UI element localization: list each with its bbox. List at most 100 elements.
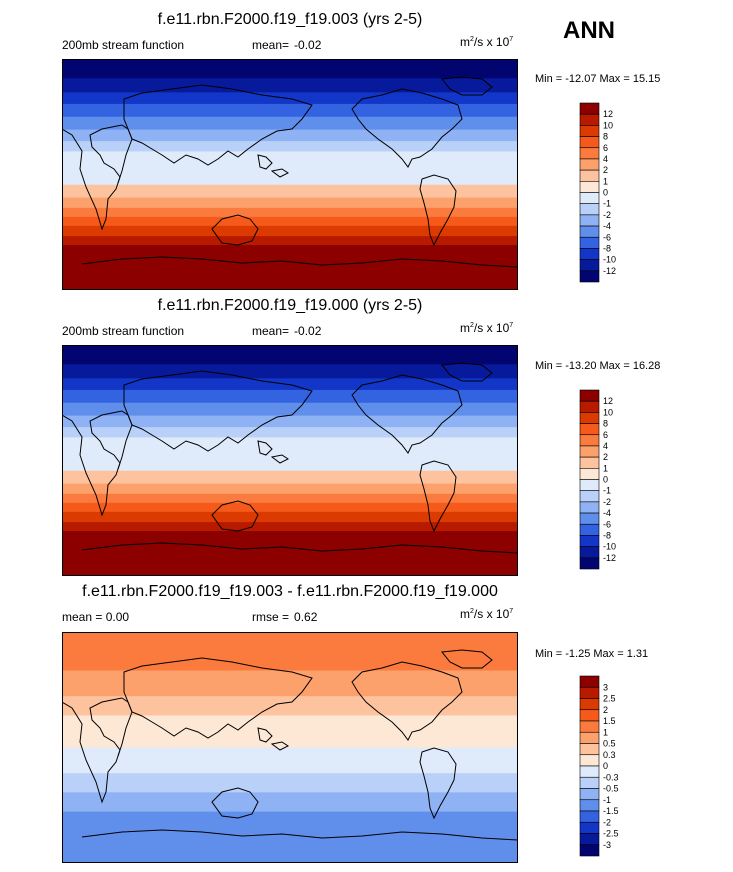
colorbar-tick-label: 8 [603, 419, 608, 429]
panel-stat-label: mean= [252, 324, 290, 338]
lat-band [62, 141, 518, 152]
coastlines [62, 76, 518, 268]
colorbar: 12 10 8 6 4 2 1 0 -1 -2 -4 -6 -8 -10 -12 [579, 389, 616, 570]
lat-band [62, 811, 518, 863]
colorbar-swatch [579, 490, 600, 503]
season-label: ANN [563, 17, 615, 44]
lat-band [62, 151, 518, 169]
colorbar-tick-label: 0.5 [603, 739, 616, 749]
colorbar-swatch [579, 456, 600, 469]
panel-units: m2/s x 107 [460, 321, 513, 335]
colorbar-swatch [579, 479, 600, 491]
lat-band [62, 345, 518, 365]
colorbar-swatch [579, 512, 600, 525]
map-frame [62, 59, 518, 290]
units-part: 7 [509, 36, 514, 43]
lat-band [62, 773, 518, 793]
lat-band [62, 511, 518, 523]
colorbar-swatch [579, 158, 600, 171]
colorbar-tick-label: -2 [603, 497, 611, 507]
colorbar-tick-label: 1 [603, 176, 608, 186]
colorbar-tick-label: 1 [603, 463, 608, 473]
lat-band [62, 168, 518, 186]
panel-minmax: Min = -12.07 Max = 15.15 [535, 73, 661, 85]
colorbar-tick-label: -1 [603, 795, 611, 805]
colorbar-swatch [579, 765, 600, 778]
colorbar-tick-label: -10 [603, 255, 616, 265]
coastline-path [123, 657, 313, 739]
panel-stat: mean= -0.02 [252, 38, 321, 52]
colorbar-swatch [579, 720, 600, 733]
lat-band [62, 415, 518, 428]
colorbar-tick-label: -10 [603, 542, 616, 552]
colorbar-swatch [579, 248, 600, 260]
lat-band [62, 502, 518, 513]
colorbar-swatch [579, 203, 600, 216]
colorbar-swatch [579, 434, 600, 447]
panel-title: f.e11.rbn.F2000.f19_f19.000 (yrs 2-5) [157, 297, 423, 314]
panel-stat-value: 0.62 [294, 610, 318, 624]
colorbar-swatch [579, 743, 600, 756]
colorbar-tick-label: 10 [603, 407, 613, 417]
lat-band [62, 216, 518, 227]
units-part: m [460, 607, 470, 621]
colorbar-tick-label: -8 [603, 243, 611, 253]
coastline-path [211, 500, 259, 532]
colorbar-swatch [579, 833, 600, 846]
coastline-path [81, 829, 518, 841]
colorbar-swatch [579, 788, 600, 801]
units-part: m [460, 35, 470, 49]
colorbar-tick-label: 8 [603, 132, 608, 142]
lat-band [62, 493, 518, 504]
coastline-path [257, 727, 273, 743]
coastline-path [211, 214, 259, 246]
lat-band [62, 78, 518, 93]
coastline-path [270, 454, 289, 464]
colorbar-swatch [579, 731, 600, 744]
colorbar-tick-label: -4 [603, 508, 611, 518]
colorbar-tick-label: -8 [603, 530, 611, 540]
panel-stat: rmse = 0.62 [252, 610, 317, 624]
colorbar-tick-label: -0.3 [603, 772, 619, 782]
colorbar-tick-label: -4 [603, 221, 611, 231]
coastline-path [351, 88, 463, 168]
units-part: 2 [470, 608, 474, 615]
units-part: 7 [509, 322, 514, 329]
colorbar-swatch [579, 102, 600, 115]
colorbar-swatch [579, 776, 600, 789]
colorbar-swatch [579, 169, 600, 182]
lat-band [62, 225, 518, 237]
colorbar-swatch [579, 259, 600, 272]
colorbar-tick-label: 6 [603, 143, 608, 153]
colorbar-tick-label: -3 [603, 840, 611, 850]
coastline-path [351, 661, 463, 741]
colorbar-swatch [579, 799, 600, 812]
colorbar-tick-label: -1 [603, 486, 611, 496]
colorbar-swatch [579, 468, 600, 480]
colorbar-swatch [579, 709, 600, 722]
map-frame [62, 345, 518, 576]
lat-band [62, 747, 518, 774]
colorbar-tick-label: 12 [603, 396, 613, 406]
coastline-path [117, 410, 133, 470]
colorbar-tick-label: -6 [603, 519, 611, 529]
panel-stat: mean= -0.02 [252, 324, 321, 338]
colorbar-tick-label: -1.5 [603, 806, 619, 816]
colorbar-tick-label: 3 [603, 682, 608, 692]
colorbar-tick-label: 1.5 [603, 716, 616, 726]
lat-band [62, 437, 518, 455]
colorbar-swatch [579, 810, 600, 823]
coastline-path [257, 154, 273, 170]
panel-stat-value: -0.02 [294, 324, 322, 338]
colorbar-svg: 3 2.521.51 0.50.30-0.3 -0.5-1-1.5-2 -2.5-3 [579, 675, 619, 857]
lat-band [62, 522, 518, 532]
panel-units: m2/s x 107 [460, 35, 513, 49]
panel-minmax: Min = -13.20 Max = 16.28 [535, 360, 661, 372]
lat-band [62, 402, 518, 417]
colorbar-tick-label: -0.5 [603, 784, 619, 794]
colorbar-swatch [579, 686, 600, 699]
lat-band [62, 207, 518, 218]
units-part: 7 [509, 608, 514, 615]
